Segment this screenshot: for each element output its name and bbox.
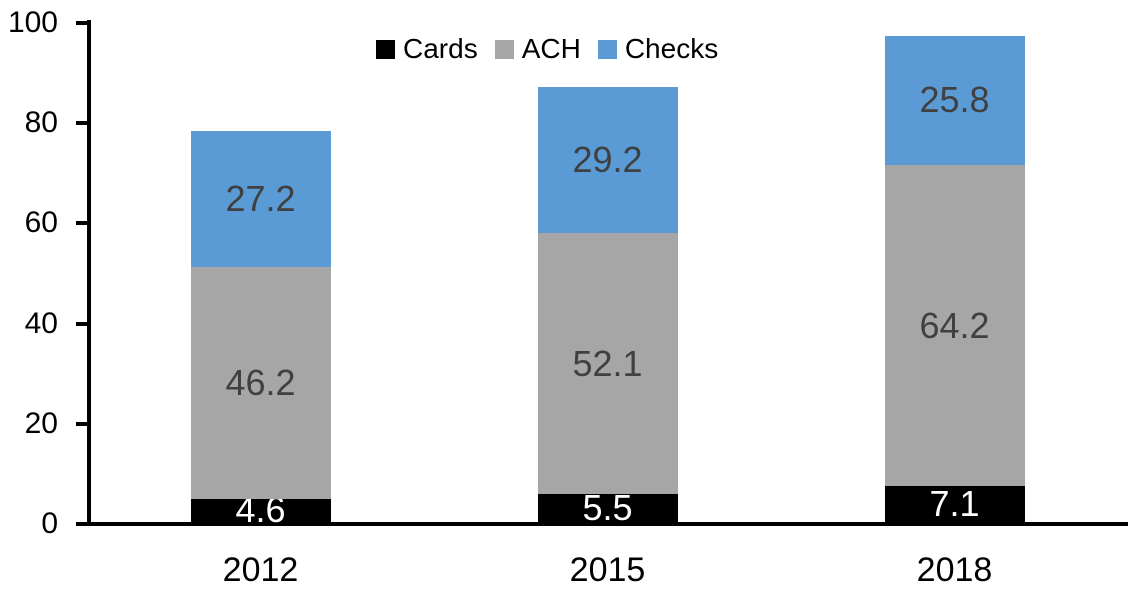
- bar-segment-checks-2012: 27.2: [190, 131, 331, 268]
- bar-value-label: 64.2: [919, 304, 990, 346]
- bar-column-2015: 5.5 52.1 29.2: [537, 0, 678, 526]
- legend-marker-cards-icon: [376, 39, 395, 59]
- y-tick-mark: [76, 121, 87, 126]
- legend-item-checks: Checks: [597, 33, 719, 64]
- legend-label: Cards: [403, 33, 478, 64]
- y-tick-label: 100: [7, 6, 58, 39]
- x-tick-label-2018: 2018: [916, 551, 993, 589]
- bar-value-label: 27.2: [225, 178, 296, 220]
- y-tick-label: 20: [24, 406, 58, 440]
- bar-column-2012: 4.6 46.2 27.2: [190, 0, 331, 528]
- bar-segment-checks-2018: 25.8: [884, 35, 1025, 165]
- y-tick-label: 40: [24, 306, 58, 340]
- bar-segment-cards-2012: 4.6: [190, 492, 331, 528]
- bar-value-label: 46.2: [225, 362, 296, 404]
- bar-segment-checks-2015: 29.2: [537, 87, 678, 234]
- bar-value-label: 25.8: [919, 79, 990, 121]
- y-tick-label: 80: [24, 106, 58, 140]
- x-tick-label-2012: 2012: [222, 551, 299, 589]
- bar-value-label: 52.1: [572, 342, 643, 384]
- bar-value-label: 7.1: [929, 483, 980, 525]
- bar-segment-cards-2018: 7.1: [884, 483, 1025, 525]
- y-tick-mark: [76, 522, 87, 526]
- legend: Cards ACH Checks: [376, 34, 718, 64]
- bar-segment-ach-2015: 52.1: [537, 233, 678, 495]
- bar-segment-cards-2015: 5.5: [537, 490, 678, 526]
- y-tick-mark: [76, 321, 87, 326]
- legend-marker-ach-icon: [494, 39, 514, 59]
- legend-marker-checks-icon: [597, 39, 617, 59]
- bar-column-2018: 7.1 64.2 25.8: [884, 0, 1025, 525]
- legend-item-ach: ACH: [494, 33, 581, 64]
- y-tick-mark: [76, 21, 87, 25]
- bar-value-label: 5.5: [582, 487, 633, 529]
- legend-label: ACH: [521, 33, 581, 64]
- x-axis-line: [87, 522, 1128, 526]
- bar-value-label: 29.2: [572, 139, 643, 181]
- y-tick-mark: [76, 221, 87, 226]
- y-axis-line: [87, 20, 91, 526]
- y-tick-mark: [76, 421, 87, 426]
- x-tick-label-2015: 2015: [569, 551, 646, 589]
- bar-segment-ach-2018: 64.2: [884, 164, 1025, 487]
- y-tick-label: 0: [41, 507, 58, 540]
- legend-label: Checks: [624, 33, 719, 64]
- legend-item-cards: Cards: [376, 34, 478, 64]
- bar-segment-ach-2012: 46.2: [190, 267, 331, 499]
- y-tick-label: 60: [24, 206, 58, 240]
